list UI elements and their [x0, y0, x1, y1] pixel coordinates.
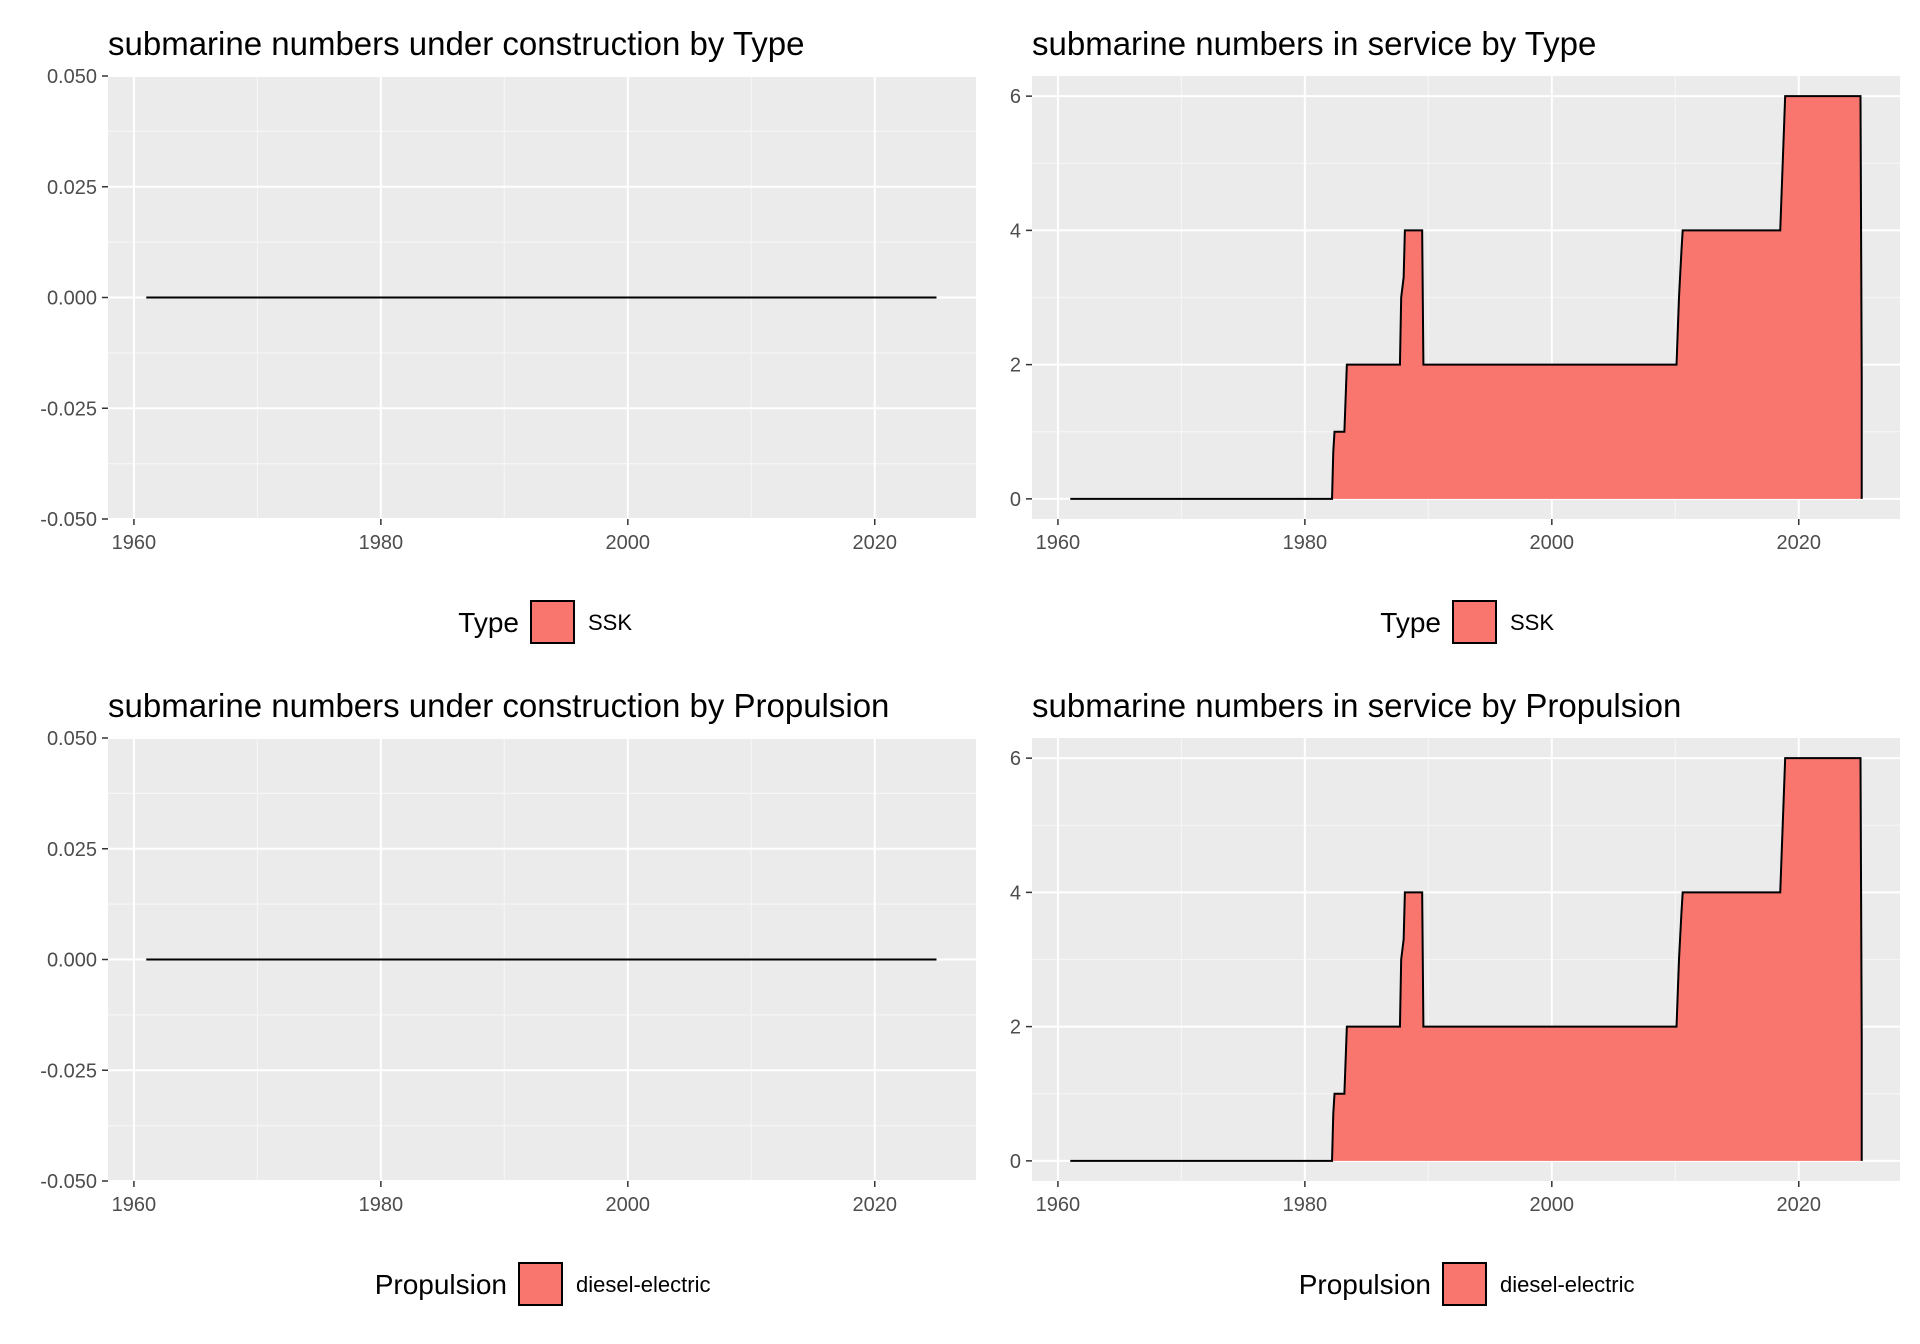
chart-panel: submarine numbers in service by Type 1960… — [1010, 25, 1900, 644]
chart-panel: submarine numbers under construction by … — [40, 687, 976, 1306]
y-tick-label: 0.025 — [47, 839, 97, 861]
x-tick-label: 1980 — [1283, 532, 1328, 554]
series-area — [1070, 96, 1862, 499]
y-tick-label: 0.050 — [47, 66, 97, 88]
legend-label: diesel-electric — [576, 1272, 711, 1297]
legend-title: Type — [458, 607, 519, 638]
y-tick-label: -0.050 — [40, 509, 97, 531]
legend: Type SSK — [458, 600, 632, 644]
y-tick-label: 6 — [1010, 86, 1021, 108]
legend-key — [1452, 600, 1497, 644]
legend: Type SSK — [1380, 600, 1554, 644]
y-tick-label: -0.025 — [40, 398, 97, 420]
y-tick-label: 4 — [1010, 882, 1021, 904]
y-tick-label: 0 — [1010, 489, 1021, 511]
x-tick-label: 2020 — [853, 532, 898, 554]
y-tick-label: 2 — [1010, 1017, 1021, 1039]
y-tick-label: 0 — [1010, 1151, 1021, 1173]
legend-key — [1442, 1262, 1487, 1306]
y-tick-label: 2 — [1010, 355, 1021, 377]
x-tick-label: 2000 — [606, 532, 651, 554]
legend-title: Propulsion — [375, 1269, 507, 1300]
chart-title: submarine numbers under construction by … — [108, 687, 889, 724]
x-tick-label: 2000 — [606, 1194, 651, 1216]
y-tick-label: 0.000 — [47, 950, 97, 972]
legend-label: SSK — [588, 610, 632, 635]
x-tick-label: 2020 — [853, 1194, 898, 1216]
x-tick-label: 1980 — [1283, 1194, 1328, 1216]
series-outline — [1070, 95, 1863, 500]
y-tick-label: -0.025 — [40, 1060, 97, 1082]
y-tick-label: 6 — [1010, 748, 1021, 770]
x-tick-label: 2000 — [1530, 532, 1575, 554]
chart-title: submarine numbers in service by Propulsi… — [1032, 687, 1681, 724]
legend-title: Propulsion — [1299, 1269, 1431, 1300]
legend-key — [530, 600, 575, 644]
y-tick-label: 4 — [1010, 220, 1021, 242]
x-tick-label: 2020 — [1777, 532, 1822, 554]
x-tick-label: 1960 — [1036, 532, 1081, 554]
y-tick-label: 0.025 — [47, 177, 97, 199]
chart-title: submarine numbers under construction by … — [108, 25, 804, 62]
legend: Propulsion diesel-electric — [1299, 1262, 1635, 1306]
y-tick-label: 0.050 — [47, 728, 97, 750]
legend-label: SSK — [1510, 610, 1554, 635]
series-area — [1070, 758, 1862, 1161]
chart-panel: submarine numbers under construction by … — [40, 25, 976, 644]
legend: Propulsion diesel-electric — [375, 1262, 711, 1306]
chart-panel: submarine numbers in service by Propulsi… — [1010, 687, 1900, 1306]
x-tick-label: 1980 — [359, 532, 404, 554]
x-tick-label: 1960 — [1036, 1194, 1081, 1216]
series-outline — [1070, 757, 1863, 1162]
x-tick-label: 2000 — [1530, 1194, 1575, 1216]
legend-label: diesel-electric — [1500, 1272, 1635, 1297]
x-tick-label: 1960 — [112, 1194, 157, 1216]
legend-title: Type — [1380, 607, 1441, 638]
x-tick-label: 2020 — [1777, 1194, 1822, 1216]
x-tick-label: 1960 — [112, 532, 157, 554]
legend-key — [518, 1262, 563, 1306]
chart-title: submarine numbers in service by Type — [1032, 25, 1596, 62]
y-tick-label: 0.000 — [47, 288, 97, 310]
x-tick-label: 1980 — [359, 1194, 404, 1216]
y-tick-label: -0.050 — [40, 1171, 97, 1193]
